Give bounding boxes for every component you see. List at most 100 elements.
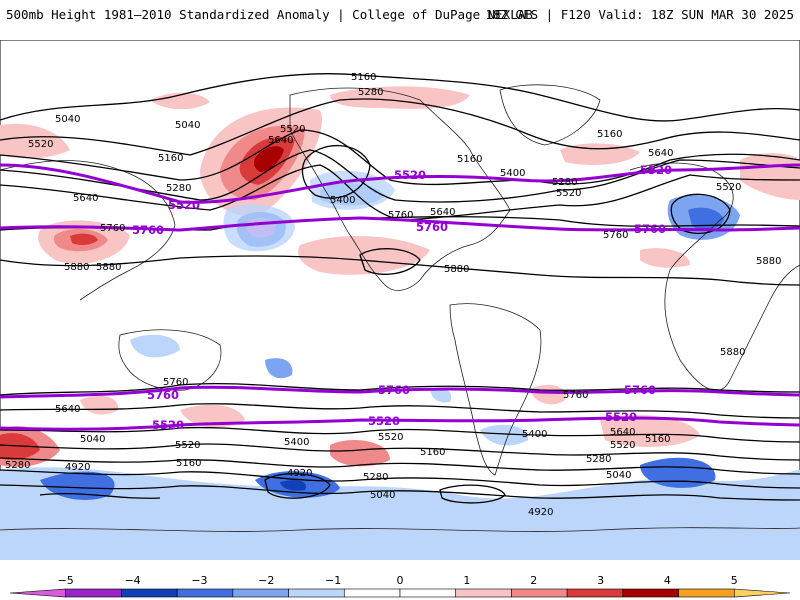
contour-label: 5520 [280, 124, 305, 135]
contour-5880-n [0, 255, 800, 286]
contour-4920-s [39, 492, 161, 499]
contour-label: 4920 [287, 468, 312, 479]
south-america-coast [449, 303, 542, 476]
asia-coast [0, 160, 176, 301]
contour-label: 5160 [645, 434, 670, 445]
colorbar-tick-label: 1 [463, 574, 470, 587]
europe-africa-coast [629, 162, 800, 391]
purple-contour-label: 5520 [640, 163, 672, 177]
contour-label: 5760 [163, 377, 188, 388]
purple-contour-label: 5760 [634, 222, 666, 236]
neg-anom-atl-s [430, 388, 452, 403]
colorbar-tick-label: −5 [58, 574, 74, 587]
pos-anom-asia-e [640, 248, 690, 268]
contour-label: 5400 [500, 168, 525, 179]
coastlines [0, 84, 800, 532]
contour-label: 4920 [528, 507, 553, 518]
pos-anom-sh-5 [180, 404, 245, 428]
neg-anom-cpac-s2 [265, 358, 293, 379]
contour-label: 5280 [363, 472, 388, 483]
contour-5640-s [0, 403, 800, 419]
colorbar-bin [121, 588, 178, 598]
contour-label: 5640 [430, 207, 455, 218]
contour-label: 5520 [28, 139, 53, 150]
contour-5520-n [0, 149, 800, 203]
neg-anom-pac-low-3 [223, 204, 295, 252]
colorbar-bin [511, 588, 568, 598]
contour-label: 5400 [284, 437, 309, 448]
antarctica-coast [0, 527, 800, 532]
contour-label: 5520 [378, 432, 403, 443]
colorbar-tick-label: −2 [258, 574, 274, 587]
contour-label: 5400 [330, 195, 355, 206]
colorbar-bin [455, 588, 512, 598]
purple-5760-n [0, 216, 800, 232]
contour-label: 5640 [55, 404, 80, 415]
purple-contour-label: 5520 [368, 414, 400, 428]
contour-5040-s [0, 484, 800, 501]
contour-label: 5280 [5, 460, 30, 471]
purple-5760-s [0, 385, 800, 399]
colorbar-tick-label: 2 [530, 574, 537, 587]
colorbar-bin [622, 588, 679, 598]
colorbar-tick-label: 3 [597, 574, 604, 587]
contour-closed-npac [301, 144, 371, 199]
pos-anom-asia-3 [70, 233, 98, 245]
purple-5520-n [0, 163, 800, 204]
colorbar-bin [343, 588, 401, 598]
pos-anom-cpac [298, 235, 430, 275]
anomaly-map: 5160 5280 5040 5040 5520 5640 5520 5160 … [0, 40, 800, 560]
pos-anom-sh-2 [330, 440, 390, 467]
purple-contour-label: 5760 [624, 383, 656, 397]
contour-label: 5280 [552, 177, 577, 188]
contour-label: 5640 [73, 193, 98, 204]
contour-label: 5040 [55, 114, 80, 125]
neg-anom-south-5 [280, 480, 306, 491]
contour-label: 5640 [610, 427, 635, 438]
contour-label: 5520 [556, 188, 581, 199]
purple-contour-label: 5760 [132, 223, 164, 237]
contour-label: 5880 [756, 256, 781, 267]
purple-contour-label: 5520 [605, 410, 637, 424]
neg-anom-sh-7 [480, 424, 529, 446]
colorbar-tick-label: −1 [325, 574, 341, 587]
contour-label: 5160 [457, 154, 482, 165]
colorbar-bin [566, 588, 624, 598]
contour-label: 5760 [100, 223, 125, 234]
colorbar-tick-label: 4 [664, 574, 671, 587]
contour-label: 5640 [268, 135, 293, 146]
pos-anom-west [0, 123, 70, 159]
map-title: 500mb Height 1981–2010 Standardized Anom… [6, 7, 533, 22]
colorbar-bin [733, 588, 791, 598]
contour-label: 5160 [176, 458, 201, 469]
contour-closed-cpac [359, 248, 421, 275]
contour-5760-s [0, 382, 800, 396]
colorbar-tick-label: −3 [191, 574, 207, 587]
contour-5400-n [0, 129, 800, 186]
contour-label: 4920 [65, 462, 90, 473]
contour-label: 5880 [720, 347, 745, 358]
colorbar-bins [9, 588, 791, 598]
purple-5520-s [0, 416, 800, 431]
contour-label: 5160 [158, 153, 183, 164]
colorbar-bin [678, 588, 735, 598]
pos-anom-n-atl [560, 143, 640, 165]
colorbar-bin [176, 588, 234, 598]
contour-closed-sh [264, 473, 331, 499]
contour-label: 5760 [388, 210, 413, 221]
header-bar: 500mb Height 1981–2010 Standardized Anom… [0, 0, 800, 30]
contour-5400-s [0, 443, 800, 461]
contour-label: 5280 [358, 87, 383, 98]
contour-5520-s [0, 426, 800, 443]
pos-anom-arctic [330, 86, 470, 109]
contour-labels-purple: 5520 5520 5520 5760 5760 5760 5520 5520 … [132, 163, 672, 432]
neg-anom-south-4 [640, 457, 716, 488]
pos-anom-sh-4 [600, 415, 700, 447]
contour-label: 5760 [563, 390, 588, 401]
neg-anom-cpac-s [130, 334, 180, 358]
purple-contour-label: 5520 [168, 198, 200, 212]
neg-anom-south-band [0, 467, 800, 560]
anomaly-shading [0, 86, 800, 560]
colorbar-ticks: −5 −4 −3 −2 −1 0 1 2 3 4 5 [58, 574, 738, 587]
contour-5280-s [0, 457, 800, 475]
